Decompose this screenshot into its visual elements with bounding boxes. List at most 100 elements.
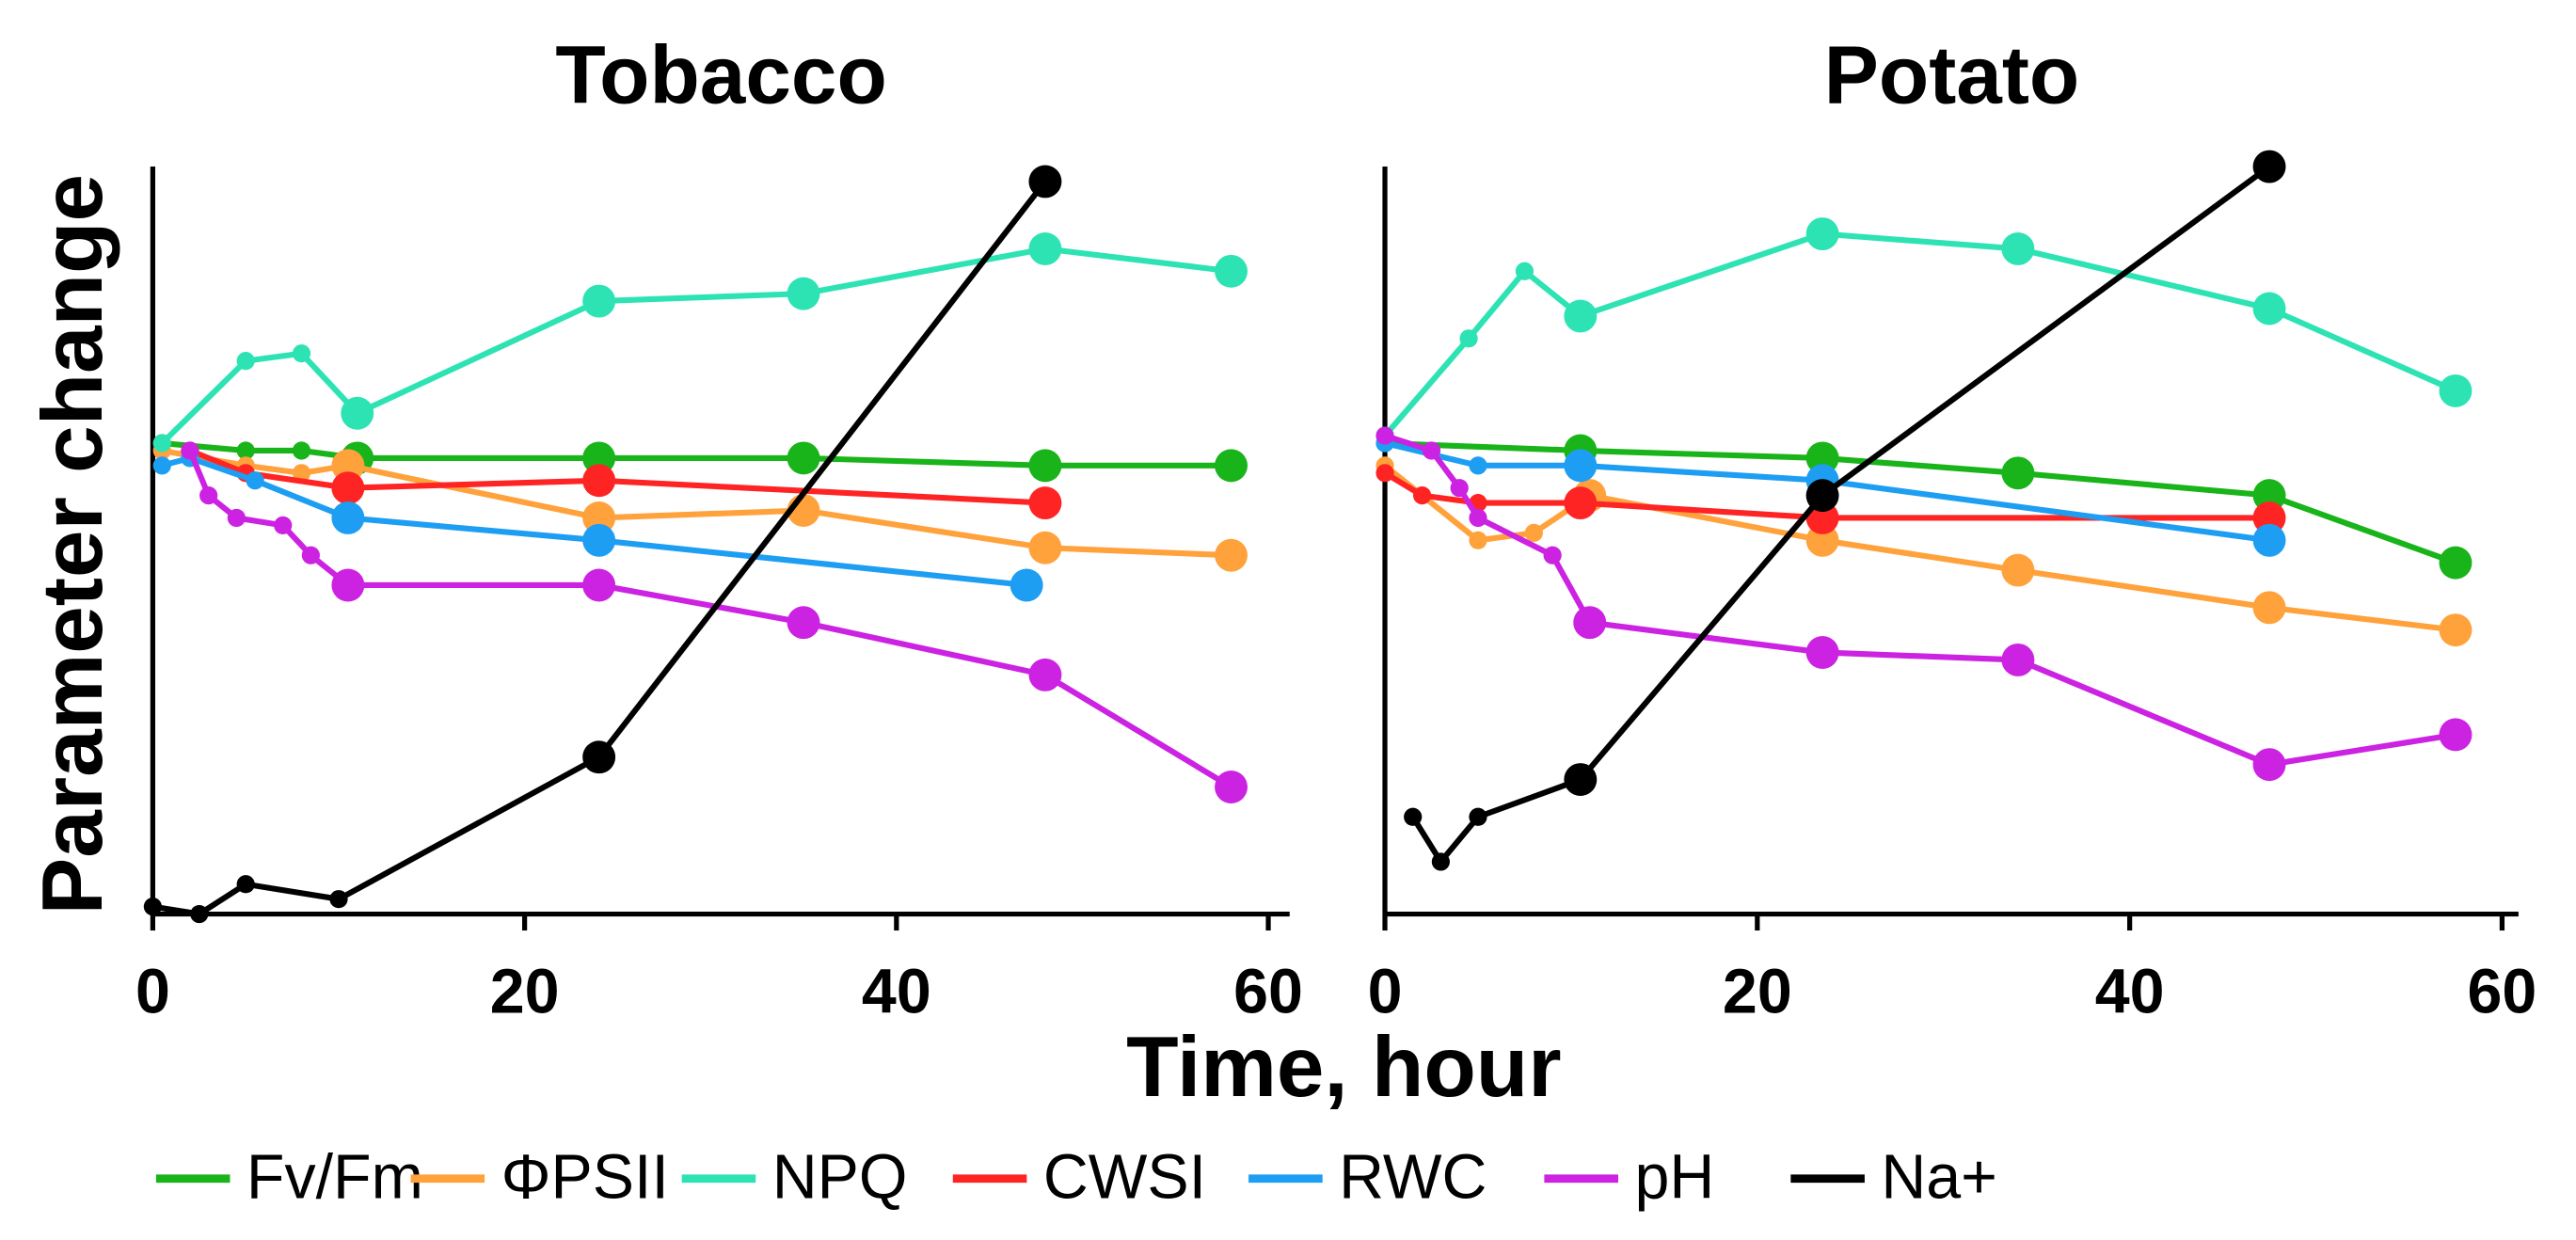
y-axis-label: Parameter change: [25, 174, 120, 914]
data-point: [2252, 523, 2286, 557]
data-point: [2001, 456, 2035, 490]
data-point: [181, 441, 199, 460]
series-line: [1384, 433, 2457, 768]
data-point: [1413, 486, 1432, 505]
legend-label: ΦPSII: [501, 1143, 669, 1213]
data-point: [292, 344, 311, 363]
data-point: [236, 352, 255, 371]
data-point: [2252, 150, 2286, 183]
data-point: [787, 277, 820, 310]
series-line: [161, 447, 1232, 559]
legend-label: Na+: [1881, 1143, 1997, 1213]
data-point: [236, 875, 255, 894]
data-point: [292, 441, 311, 460]
series-line: [160, 246, 1232, 446]
x-tick-label: 0: [135, 957, 170, 1026]
data-point: [2252, 591, 2286, 625]
x-axis-label: Time, hour: [1126, 1020, 1561, 1115]
data-point: [1215, 771, 1248, 803]
data-point: [1469, 508, 1487, 528]
data-point: [1422, 441, 1441, 460]
data-point: [2001, 231, 2035, 265]
x-tick-label: 20: [1723, 957, 1792, 1026]
data-point: [331, 568, 365, 602]
data-point: [787, 441, 820, 475]
data-point: [2439, 374, 2473, 407]
data-point: [2001, 553, 2035, 587]
series-line: [1382, 231, 2457, 438]
data-point: [1564, 449, 1598, 483]
data-point: [152, 456, 171, 475]
data-point: [1010, 568, 1043, 602]
data-point: [582, 284, 616, 318]
data-point: [236, 441, 255, 460]
chart-title: Tobacco: [555, 28, 886, 120]
data-point: [1450, 479, 1469, 498]
x-tick-label: 40: [862, 957, 931, 1026]
data-point: [190, 904, 209, 924]
data-point: [1543, 546, 1562, 564]
data-point: [582, 740, 616, 774]
chart-title: Potato: [1824, 28, 2080, 120]
data-point: [2001, 643, 2035, 676]
legend-label: RWC: [1339, 1143, 1487, 1213]
data-point: [2252, 292, 2286, 326]
series-line: [162, 439, 1232, 469]
data-point: [1469, 807, 1487, 826]
data-point: [1805, 479, 1839, 513]
data-point: [1459, 329, 1478, 348]
data-point: [2252, 748, 2286, 782]
data-point: [582, 568, 616, 602]
data-point: [1524, 523, 1543, 542]
x-tick-label: 0: [1368, 957, 1403, 1026]
data-point: [1028, 449, 1062, 483]
data-point: [1215, 538, 1248, 572]
data-point: [1404, 807, 1423, 826]
data-point: [1028, 486, 1062, 520]
data-point: [1215, 449, 1248, 483]
series-line: [1383, 463, 2457, 633]
data-point: [292, 464, 311, 483]
data-point: [199, 486, 218, 505]
data-point: [1564, 299, 1598, 333]
data-point: [1215, 254, 1248, 288]
data-point: [152, 434, 171, 453]
data-point: [1469, 456, 1487, 475]
data-point: [246, 471, 264, 490]
x-tick-label: 60: [2468, 957, 2537, 1026]
data-point: [1564, 486, 1598, 520]
data-point: [274, 516, 293, 535]
series-line: [1410, 164, 2271, 867]
data-point: [2439, 546, 2473, 580]
data-point: [341, 396, 374, 430]
data-point: [1375, 464, 1394, 483]
data-point: [1028, 531, 1062, 564]
data-point: [1028, 165, 1062, 199]
legend-label: pH: [1634, 1143, 1714, 1213]
series-line: [187, 449, 1233, 790]
data-point: [582, 464, 616, 498]
data-point: [1805, 217, 1839, 251]
data-point: [1028, 231, 1062, 265]
x-tick-label: 20: [490, 957, 560, 1026]
x-tick-label: 40: [2095, 957, 2165, 1026]
data-point: [1573, 606, 1607, 640]
data-point: [582, 523, 616, 557]
data-point: [787, 606, 820, 640]
x-tick-label: 60: [1233, 957, 1303, 1026]
legend-label: NPQ: [772, 1143, 908, 1213]
data-point: [301, 546, 320, 564]
data-point: [2439, 613, 2473, 647]
series-line: [1384, 439, 2457, 566]
data-point: [1469, 531, 1487, 549]
data-point: [1515, 262, 1534, 280]
data-point: [1028, 658, 1062, 692]
data-point: [1564, 763, 1598, 797]
data-point: [1375, 426, 1394, 445]
data-point: [1805, 636, 1839, 669]
legend-label: Fv/Fm: [246, 1143, 423, 1213]
data-point: [1431, 852, 1450, 871]
data-point: [331, 501, 365, 534]
